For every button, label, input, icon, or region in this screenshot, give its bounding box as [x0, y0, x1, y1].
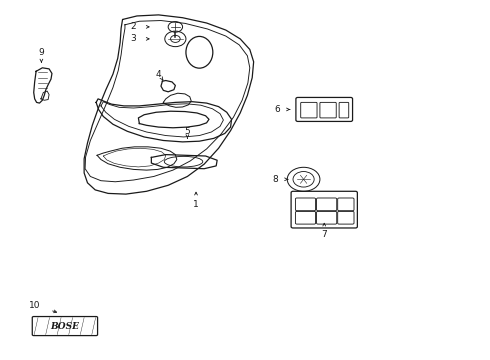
Text: 10: 10	[29, 301, 40, 310]
Text: 6: 6	[275, 105, 281, 114]
Text: 2: 2	[131, 22, 136, 31]
Text: 8: 8	[273, 175, 279, 184]
Text: 9: 9	[39, 49, 44, 58]
Text: BOSE: BOSE	[50, 321, 79, 330]
Text: 4: 4	[156, 70, 161, 79]
Text: 3: 3	[131, 34, 137, 43]
Text: 5: 5	[185, 127, 190, 136]
Text: 1: 1	[193, 200, 199, 209]
Text: 7: 7	[321, 230, 327, 239]
